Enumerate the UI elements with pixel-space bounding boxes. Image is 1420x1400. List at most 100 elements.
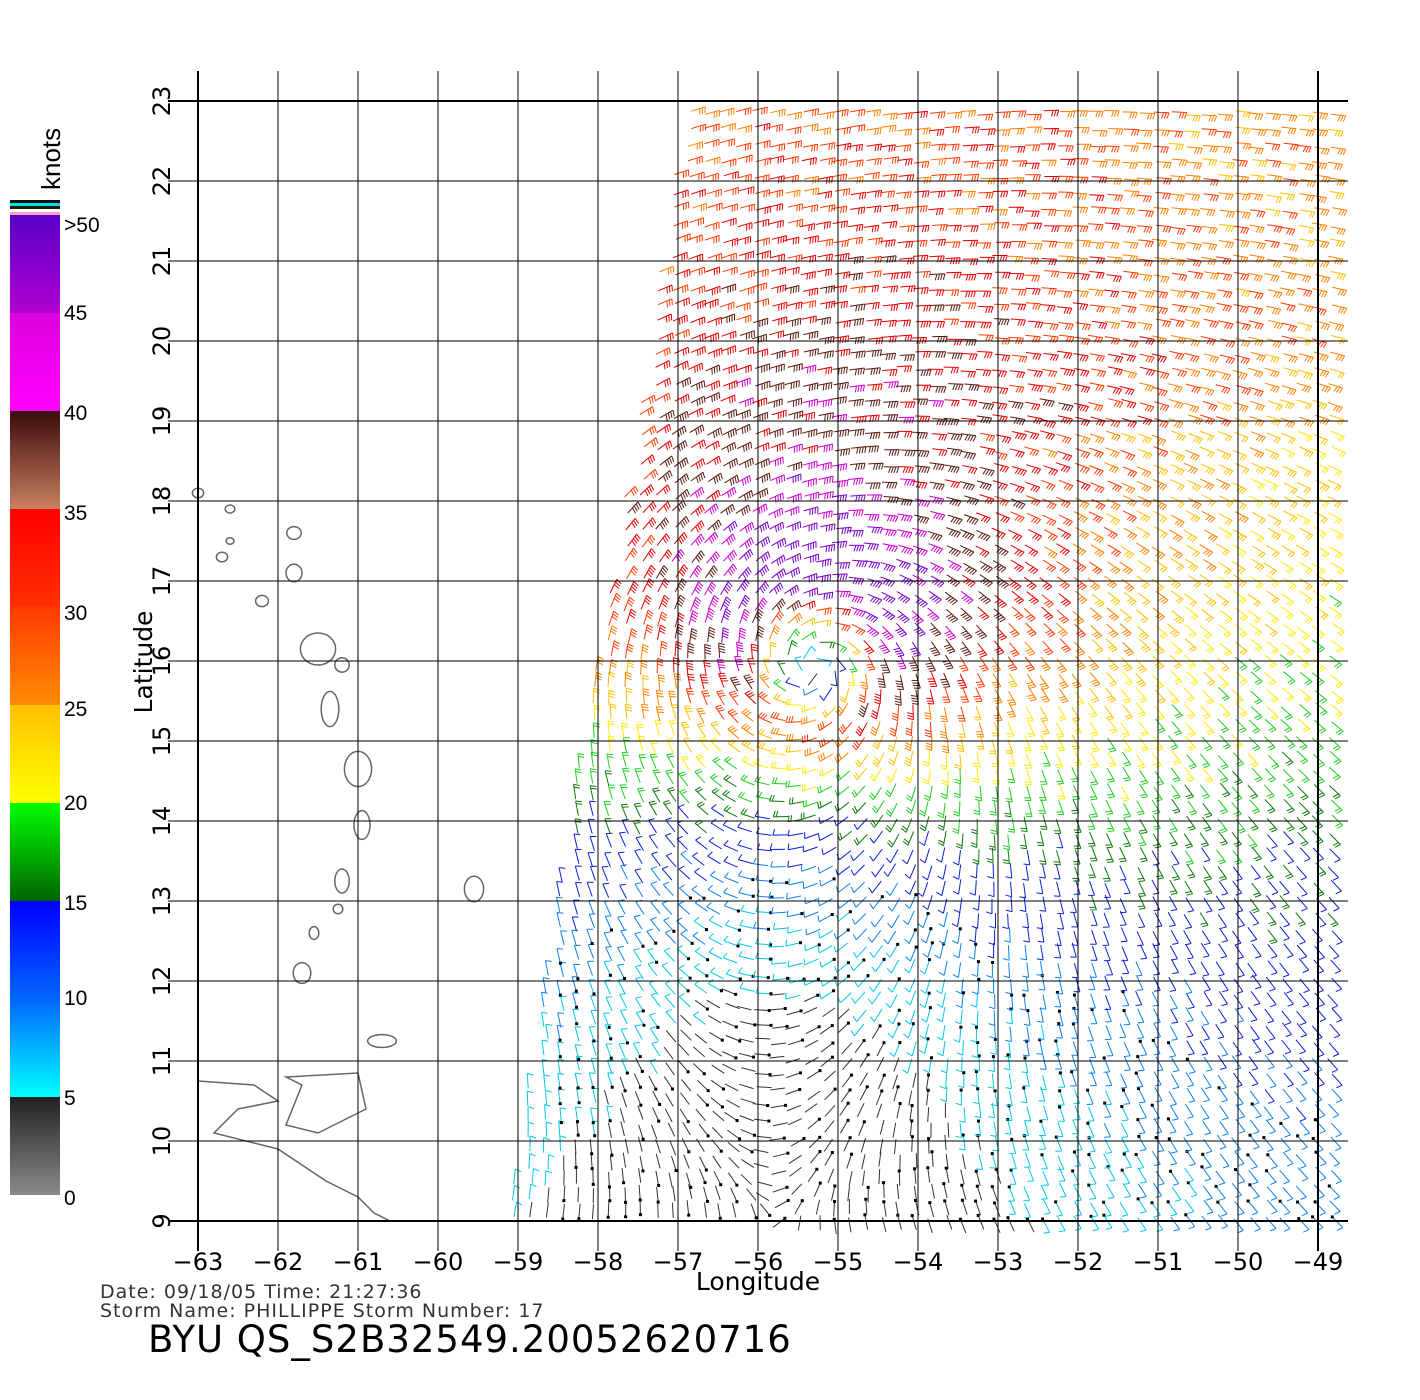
wind-barb	[1202, 1074, 1212, 1090]
wind-barb	[694, 768, 706, 784]
wind-barb	[960, 190, 976, 198]
wind-barb	[1235, 718, 1247, 734]
wind-barb	[1152, 1040, 1161, 1056]
wind-barb	[652, 1090, 661, 1105]
latitude-tick-label: 21	[148, 246, 176, 277]
wind-barb	[1250, 1026, 1260, 1041]
wind-barb	[773, 678, 787, 692]
wind-barb	[1072, 302, 1089, 311]
wind-barb	[876, 1042, 885, 1057]
wind-barb	[608, 1122, 612, 1138]
wind-barb	[869, 848, 883, 862]
wind-vectors	[512, 106, 1348, 1235]
wind-barb	[1038, 1024, 1045, 1041]
wind-barb	[995, 271, 1011, 279]
wind-barb	[1058, 255, 1075, 263]
wind-barb	[1296, 495, 1311, 508]
wind-barb	[887, 914, 900, 929]
wind-barb	[803, 506, 819, 516]
wind-barb	[1217, 674, 1230, 689]
wind-barb	[736, 475, 752, 486]
wind-barb	[672, 314, 688, 325]
wind-barb	[1279, 895, 1290, 910]
wind-point	[862, 1039, 866, 1043]
wind-barb	[708, 915, 723, 928]
wind-barb	[1264, 239, 1280, 249]
wind-barb	[1090, 1202, 1099, 1218]
wind-barb	[1040, 687, 1050, 703]
wind-barb	[696, 707, 706, 723]
wind-barb	[897, 513, 913, 523]
wind-barb	[1283, 482, 1298, 495]
wind-barb	[1059, 638, 1072, 653]
wind-point	[575, 1005, 579, 1009]
wind-barb	[1120, 449, 1136, 461]
wind-point	[1266, 1153, 1270, 1157]
wind-barb	[769, 641, 777, 658]
wind-barb	[1120, 722, 1131, 738]
wind-barb	[587, 943, 595, 959]
wind-barb	[652, 787, 661, 803]
wind-barb	[866, 205, 882, 213]
wind-barb	[590, 865, 597, 881]
wind-barb	[556, 1025, 564, 1041]
wind-barb	[877, 1075, 885, 1090]
wind-barb	[819, 687, 833, 701]
wind-barb	[755, 625, 765, 641]
wind-point	[751, 878, 755, 882]
wind-barb	[1171, 721, 1182, 736]
wind-point	[687, 1150, 691, 1154]
wind-barb	[1315, 1119, 1326, 1134]
wind-barb	[848, 176, 864, 184]
wind-barb	[939, 723, 948, 739]
wind-barb	[1264, 736, 1276, 751]
wind-barb	[1232, 1041, 1243, 1057]
wind-barb	[1119, 608, 1133, 623]
wind-barb	[1295, 929, 1306, 945]
wind-point	[962, 1071, 966, 1075]
wind-barb	[574, 1044, 582, 1060]
wind-barb	[1119, 385, 1135, 396]
wind-barb	[834, 752, 849, 763]
wind-barb	[712, 1110, 725, 1122]
wind-barb	[750, 1203, 757, 1218]
wind-barb	[1106, 783, 1116, 799]
wind-barb	[1251, 431, 1266, 443]
wind-barb	[1136, 1023, 1145, 1039]
wind-barb	[1037, 927, 1045, 943]
wind-barb	[666, 753, 675, 769]
wind-barb	[802, 444, 818, 454]
wind-barb	[690, 395, 706, 407]
wind-barb	[1216, 1134, 1227, 1150]
wind-barb	[610, 640, 620, 656]
wind-barb	[1075, 239, 1092, 248]
wind-barb	[671, 425, 687, 437]
wind-barb	[1251, 767, 1263, 783]
wind-barb	[607, 1202, 610, 1218]
wind-barb	[1042, 514, 1057, 527]
wind-barb	[1122, 959, 1130, 975]
wind-barb	[803, 287, 819, 297]
wind-barb	[1152, 498, 1167, 511]
wind-barb	[904, 751, 914, 767]
wind-barb	[1297, 322, 1313, 332]
wind-barb	[1314, 1201, 1326, 1216]
wind-barb	[648, 1075, 657, 1090]
wind-barb	[658, 332, 674, 342]
wind-barb	[710, 870, 724, 884]
wind-barb	[755, 363, 770, 373]
wind-barb	[859, 1072, 869, 1086]
wind-barb	[692, 1063, 705, 1075]
wind-barb	[1265, 142, 1281, 151]
wind-barb	[737, 791, 753, 803]
wind-barb	[932, 448, 948, 457]
wind-point	[768, 1073, 772, 1077]
wind-barb	[606, 753, 614, 769]
wind-barb	[835, 320, 851, 328]
wind-barb	[881, 591, 896, 604]
wind-barb	[962, 465, 978, 475]
island-outline	[286, 525, 302, 541]
wind-barb	[1187, 497, 1202, 510]
wind-barb	[1091, 639, 1104, 654]
